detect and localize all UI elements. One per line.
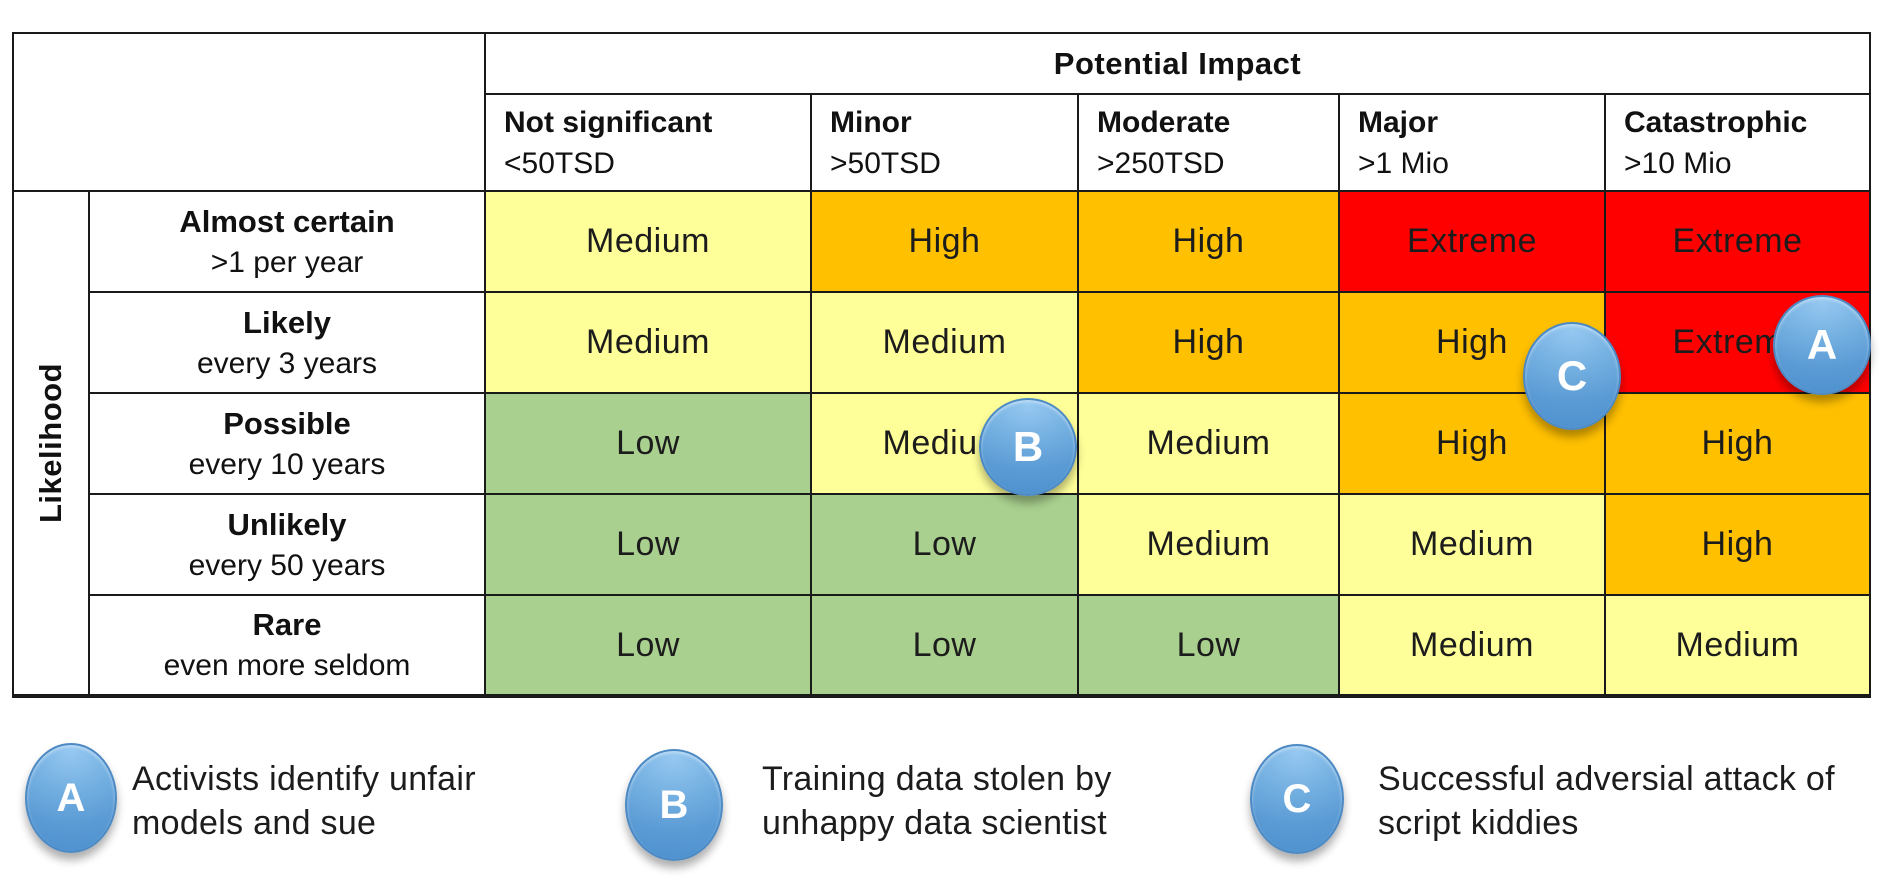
legend-label-a: Activists identify unfair models and sue	[132, 760, 476, 842]
risk-marker-b: B	[979, 398, 1077, 496]
risk-cell: Low	[1079, 596, 1338, 694]
legend-label-b: Training data stolen by unhappy data sci…	[762, 760, 1112, 842]
column-title: Catastrophic	[1624, 105, 1808, 139]
risk-cell: Low	[812, 596, 1077, 694]
risk-cell: Extreme	[1340, 192, 1604, 291]
column-threshold: <50TSD	[504, 146, 615, 180]
risk-cell: High	[1340, 394, 1604, 493]
risk-matrix-table: Potential Impact Not significant <50TSD …	[12, 32, 1871, 698]
risk-cell: Low	[486, 596, 810, 694]
risk-cell: Medium	[486, 192, 810, 291]
risk-cell: Medium	[1079, 394, 1338, 493]
risk-cell: Medium	[1606, 596, 1869, 694]
risk-cell: Low	[812, 495, 1077, 594]
risk-marker-c: C	[1523, 322, 1621, 430]
risk-cell: Medium	[1340, 596, 1604, 694]
row-label-possible: Possible every 10 years	[90, 394, 484, 493]
risk-cell: Medium	[1079, 495, 1338, 594]
legend-badge-a: A	[25, 743, 117, 853]
legend-badge-c: C	[1250, 744, 1344, 854]
risk-cell: Low	[486, 394, 810, 493]
risk-cell: High	[1606, 495, 1869, 594]
legend-label-c: Successful adversial attack of script ki…	[1378, 760, 1835, 842]
column-title: Major	[1358, 105, 1439, 139]
risk-cell: High	[1079, 192, 1338, 291]
column-header-not-significant: Not significant <50TSD	[486, 95, 810, 190]
column-header-catastrophic: Catastrophic >10 Mio	[1606, 95, 1869, 190]
column-header-major: Major >1 Mio	[1340, 95, 1604, 190]
risk-cell: Medium	[1340, 495, 1604, 594]
risk-cell: Low	[486, 495, 810, 594]
legend-badge-b: B	[625, 749, 723, 861]
likelihood-axis-label: Likelihood	[14, 192, 88, 694]
risk-cell: Medium	[486, 293, 810, 392]
column-title: Minor	[830, 105, 912, 139]
risk-marker-a: A	[1773, 295, 1871, 395]
column-header-moderate: Moderate >250TSD	[1079, 95, 1338, 190]
potential-impact-header: Potential Impact	[486, 34, 1869, 93]
row-label-rare: Rare even more seldom	[90, 596, 484, 694]
column-threshold: >50TSD	[830, 146, 941, 180]
corner-empty-cell	[14, 34, 484, 190]
row-label-almost-certain: Almost certain >1 per year	[90, 192, 484, 291]
column-threshold: >250TSD	[1097, 146, 1225, 180]
column-header-minor: Minor >50TSD	[812, 95, 1077, 190]
risk-cell: High	[1606, 394, 1869, 493]
risk-cell: Extreme	[1606, 192, 1869, 291]
column-title: Moderate	[1097, 105, 1231, 139]
column-title: Not significant	[504, 105, 713, 139]
row-label-unlikely: Unlikely every 50 years	[90, 495, 484, 594]
risk-cell: High	[812, 192, 1077, 291]
row-label-likely: Likely every 3 years	[90, 293, 484, 392]
risk-cell: High	[1079, 293, 1338, 392]
risk-cell: Medium	[812, 293, 1077, 392]
column-threshold: >1 Mio	[1358, 146, 1449, 180]
column-threshold: >10 Mio	[1624, 146, 1732, 180]
